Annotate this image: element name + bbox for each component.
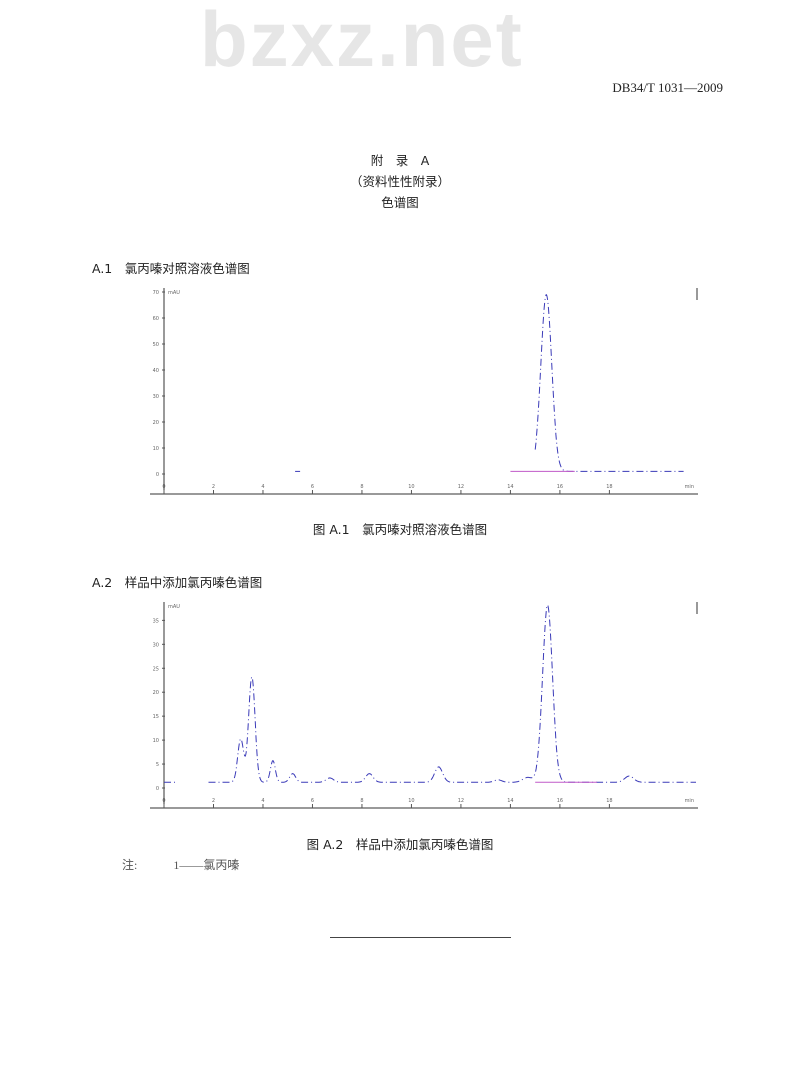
x-tick-label: 8 (360, 484, 363, 490)
x-tick-label: 0 (162, 484, 165, 490)
x-tick-label: 12 (458, 798, 464, 804)
x-tick-label: 18 (606, 484, 612, 490)
chromatogram-a2: 0 2 4 6 8 10 12 14 16 18 min mAU 0 5 10 15 20 25 30 35 (150, 602, 698, 809)
x-tick-label: 14 (507, 484, 513, 490)
x-tick-label: 0 (162, 798, 165, 804)
y-tick-label: 60 (153, 316, 159, 322)
x-tick-label: 12 (458, 484, 464, 490)
x-tick-label: 4 (261, 484, 264, 490)
y-axis-label: mAU (168, 290, 180, 296)
x-tick-label: 2 (212, 798, 215, 804)
x-axis-label: min (685, 798, 694, 804)
x-tick-label: 2 (212, 484, 215, 490)
y-tick-label: 40 (153, 368, 159, 374)
y-tick-label: 20 (153, 420, 159, 426)
y-tick-label: 70 (153, 290, 159, 296)
appendix-subtitle: （资料性性附录） (349, 174, 450, 189)
section-a2-heading: A.2 样品中添加氯丙嗪色谱图 (92, 575, 263, 590)
section-a1-heading: A.1 氯丙嗪对照溶液色谱图 (92, 261, 250, 276)
y-tick-label: 10 (153, 446, 159, 452)
watermark: bzxz.net (200, 0, 524, 83)
y-tick-label: 30 (153, 642, 159, 648)
x-tick-label: 6 (311, 798, 314, 804)
x-tick-label: 16 (557, 484, 563, 490)
x-tick-label: 4 (261, 798, 264, 804)
y-tick-label: 50 (153, 342, 159, 348)
y-tick-label: 30 (153, 394, 159, 400)
x-tick-label: 6 (311, 484, 314, 490)
figure-a2-caption: 图 A.2 样品中添加氯丙嗪色谱图 (306, 837, 494, 852)
y-tick-label: 0 (156, 786, 159, 792)
y-tick-label: 10 (153, 738, 159, 744)
y-axis-label: mAU (168, 604, 180, 610)
note: 注: 1——氯丙嗪 (122, 856, 275, 873)
note-text: 1——氯丙嗪 (173, 858, 240, 872)
x-tick-label: 16 (557, 798, 563, 804)
appendix-title: 附 录 A (370, 153, 430, 168)
y-tick-label: 20 (153, 690, 159, 696)
x-tick-label: 18 (606, 798, 612, 804)
x-tick-label: 14 (507, 798, 513, 804)
figure-a1-caption: 图 A.1 氯丙嗪对照溶液色谱图 (312, 522, 488, 537)
y-tick-label: 15 (153, 714, 159, 720)
standard-number: DB34/T 1031—2009 (612, 80, 723, 95)
y-tick-label: 25 (153, 666, 159, 672)
x-tick-label: 10 (408, 484, 414, 490)
chromatogram-trace (208, 603, 696, 783)
x-tick-label: 10 (408, 798, 414, 804)
x-axis-label: min (685, 484, 694, 490)
y-tick-label: 35 (153, 618, 159, 624)
x-tick-label: 8 (360, 798, 363, 804)
note-label: 注: (122, 858, 138, 872)
chromatogram-trace (534, 294, 684, 472)
appendix-heading: 色谱图 (381, 195, 419, 210)
end-rule (330, 937, 511, 938)
chromatogram-a1: 0 2 4 6 8 10 12 14 16 18 min mAU 0 10 20 30 40 50 60 70 (150, 288, 698, 495)
y-tick-label: 5 (156, 762, 159, 768)
y-tick-label: 0 (156, 472, 159, 478)
